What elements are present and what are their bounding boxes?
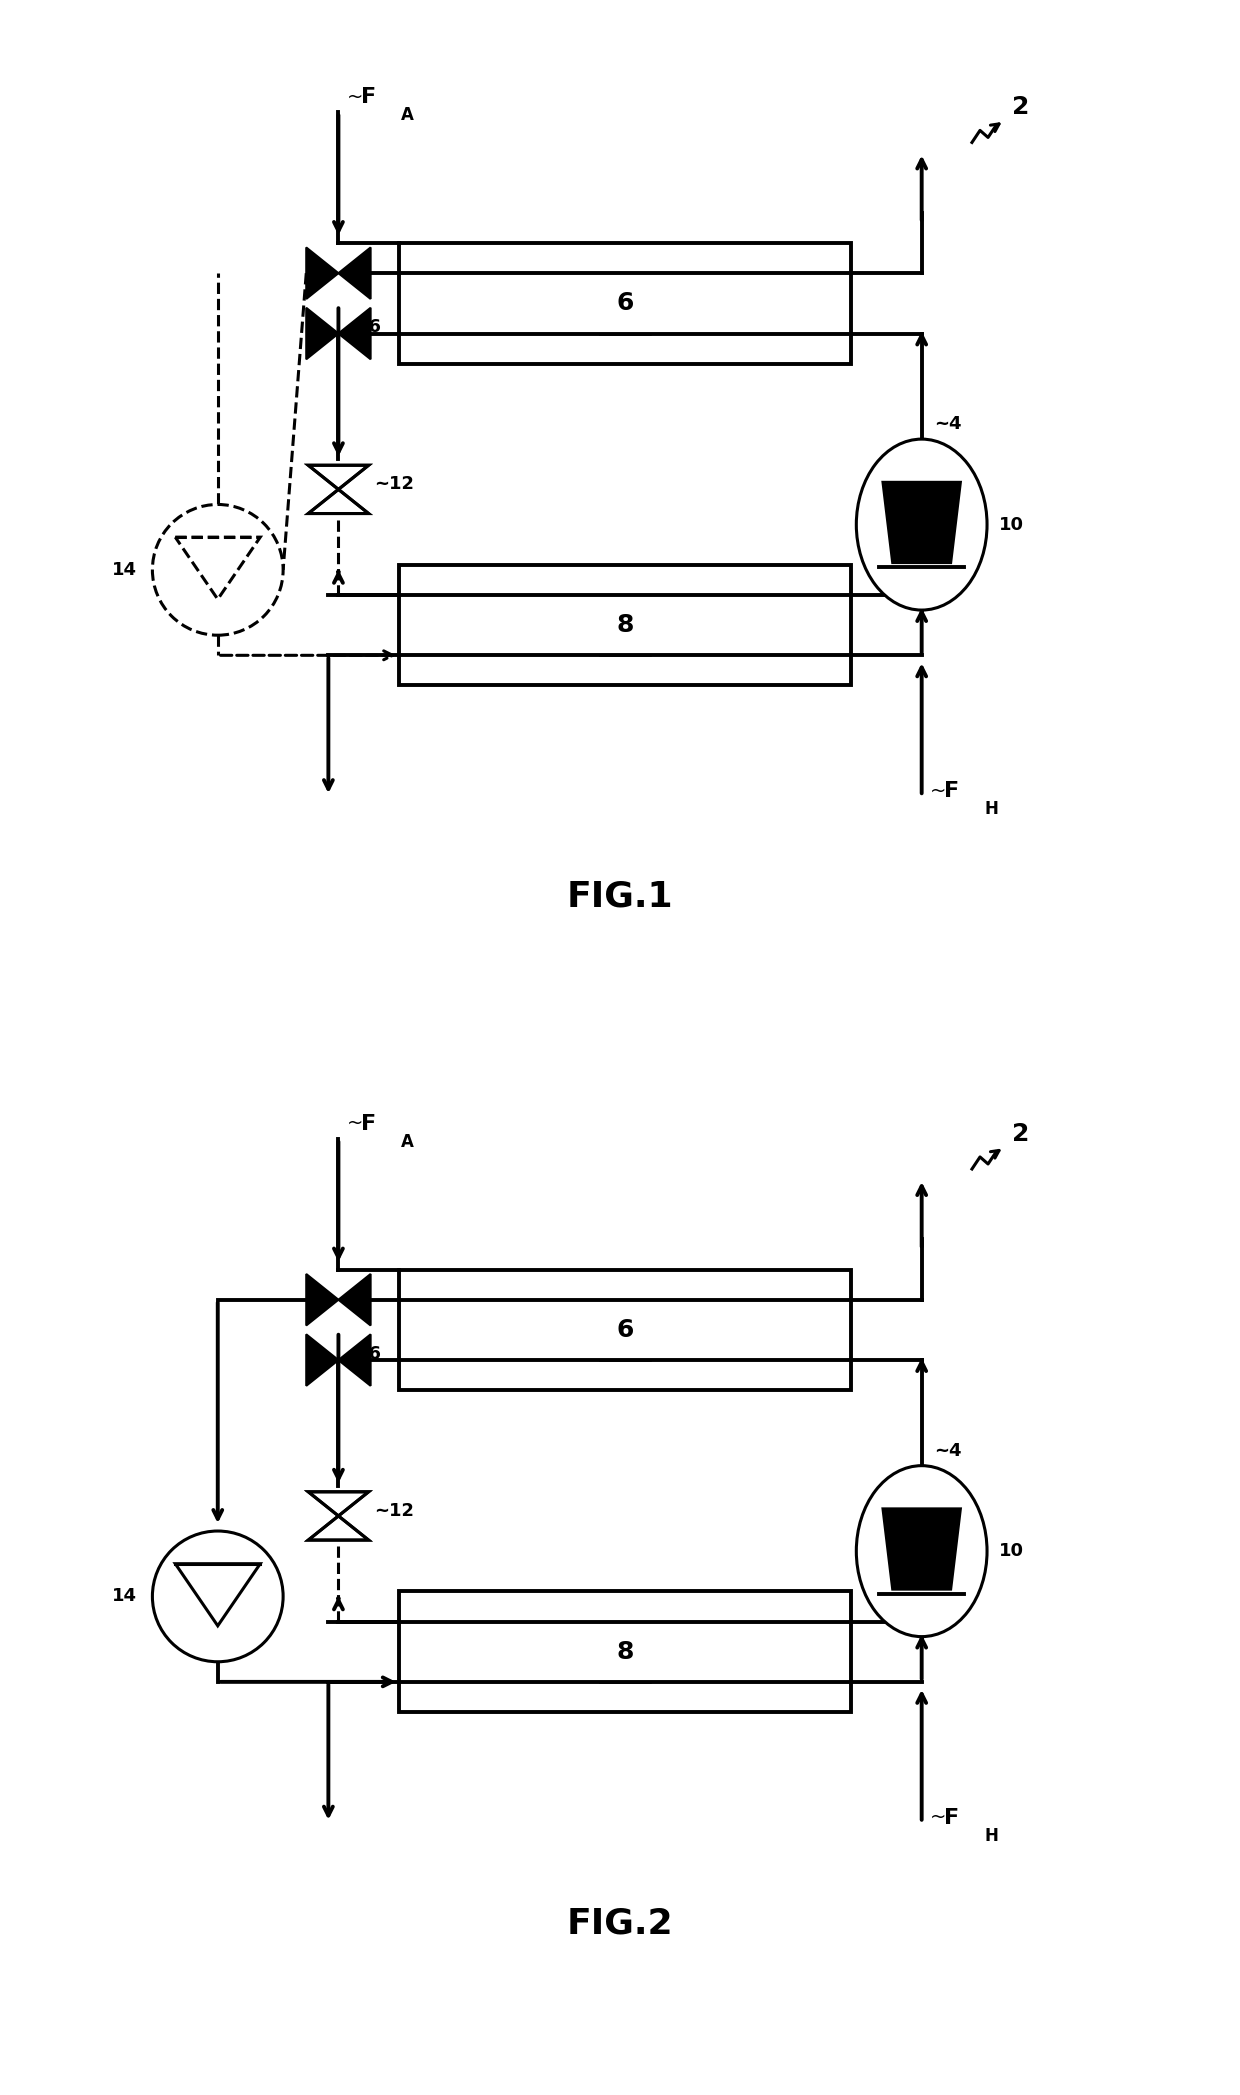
Text: 6: 6	[616, 1318, 634, 1343]
Text: F: F	[944, 781, 959, 800]
Polygon shape	[306, 1335, 339, 1385]
Text: FIG.2: FIG.2	[567, 1906, 673, 1940]
Text: ~4: ~4	[934, 1441, 961, 1460]
Polygon shape	[306, 308, 339, 358]
Circle shape	[153, 1531, 283, 1661]
Ellipse shape	[857, 440, 987, 610]
Polygon shape	[339, 1335, 371, 1385]
Text: ~12: ~12	[373, 476, 414, 492]
Polygon shape	[883, 1508, 961, 1590]
Text: ~: ~	[930, 1808, 946, 1827]
Text: 14: 14	[113, 561, 138, 578]
Text: 10: 10	[999, 515, 1024, 534]
Polygon shape	[306, 1274, 339, 1326]
Text: ~: ~	[930, 781, 946, 800]
Text: F: F	[944, 1808, 959, 1827]
Text: 16: 16	[357, 318, 382, 337]
Text: F: F	[361, 1115, 376, 1133]
Polygon shape	[339, 308, 371, 358]
Text: 14: 14	[113, 1588, 138, 1605]
Circle shape	[153, 505, 283, 635]
Text: ~4: ~4	[934, 415, 961, 434]
Text: FIG.1: FIG.1	[567, 880, 673, 913]
Bar	[399, 566, 852, 685]
Bar	[399, 243, 852, 365]
Text: H: H	[985, 800, 998, 819]
Polygon shape	[339, 1274, 371, 1326]
Text: 16: 16	[357, 1345, 382, 1364]
Bar	[399, 1592, 852, 1712]
Text: 2: 2	[1012, 1121, 1029, 1146]
Text: ~12: ~12	[373, 1502, 414, 1519]
Text: 10: 10	[999, 1542, 1024, 1561]
Text: F: F	[361, 88, 376, 107]
Text: H: H	[985, 1827, 998, 1846]
Polygon shape	[883, 482, 961, 564]
Text: 2: 2	[1012, 94, 1029, 119]
Text: 6: 6	[616, 291, 634, 316]
Text: 8: 8	[616, 1640, 634, 1663]
Ellipse shape	[857, 1466, 987, 1636]
Text: ~: ~	[346, 88, 363, 107]
Text: A: A	[401, 107, 414, 124]
Bar	[399, 1270, 852, 1391]
Text: A: A	[401, 1133, 414, 1150]
Text: ~: ~	[346, 1115, 363, 1133]
Polygon shape	[339, 247, 371, 300]
Polygon shape	[306, 247, 339, 300]
Text: 8: 8	[616, 614, 634, 637]
